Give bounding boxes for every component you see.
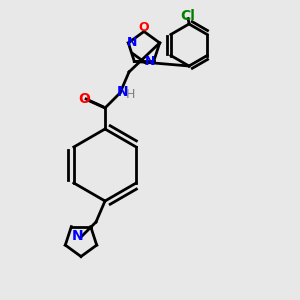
Text: H: H [126,88,135,101]
Text: N: N [117,85,128,98]
Text: N: N [72,229,83,242]
Text: O: O [78,92,90,106]
Text: N: N [145,55,155,68]
Text: N: N [127,36,137,50]
Text: O: O [139,21,149,34]
Text: Cl: Cl [180,10,195,23]
